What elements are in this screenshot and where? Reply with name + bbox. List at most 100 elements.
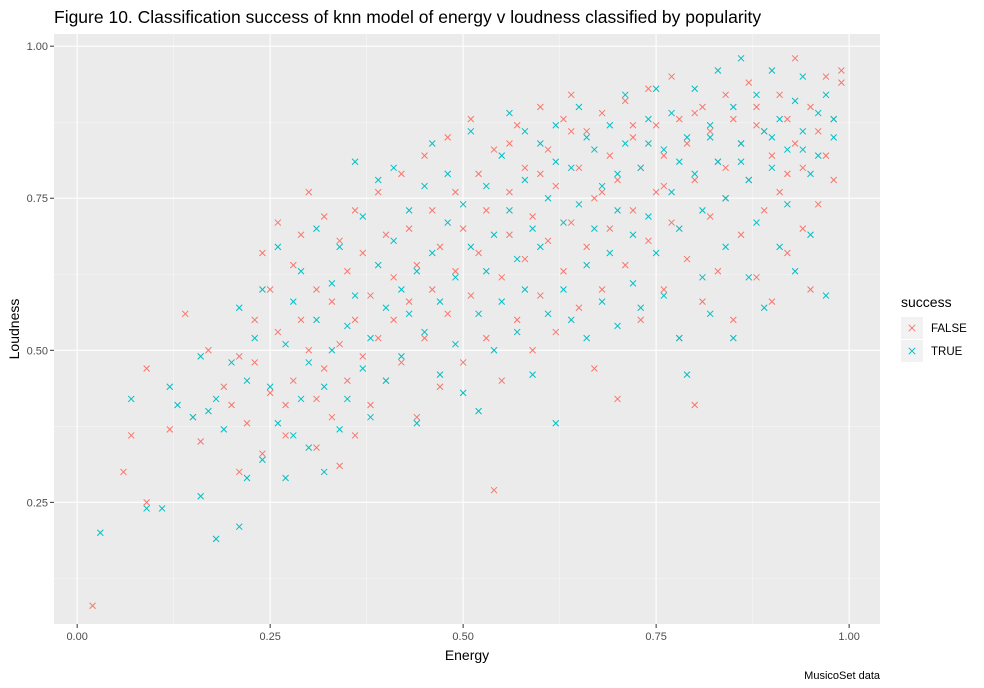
data-point bbox=[729, 115, 737, 123]
data-point bbox=[807, 170, 814, 178]
data-point bbox=[529, 371, 536, 378]
data-point bbox=[428, 140, 436, 147]
data-point bbox=[143, 498, 150, 506]
data-point bbox=[282, 340, 289, 348]
data-point bbox=[506, 109, 513, 117]
data-point bbox=[591, 225, 598, 232]
data-point bbox=[614, 395, 621, 403]
data-point bbox=[251, 359, 259, 366]
data-point bbox=[776, 91, 783, 99]
data-point bbox=[428, 286, 436, 293]
data-point bbox=[459, 359, 467, 366]
data-point bbox=[591, 146, 598, 153]
data-point bbox=[351, 292, 359, 299]
data-point bbox=[536, 103, 544, 111]
data-point bbox=[367, 401, 374, 409]
data-point bbox=[521, 176, 529, 184]
data-point bbox=[830, 134, 838, 141]
data-point bbox=[390, 316, 398, 324]
data-point bbox=[799, 73, 807, 80]
data-point bbox=[745, 176, 753, 184]
data-point bbox=[830, 176, 838, 184]
data-point bbox=[405, 298, 413, 305]
y-tick-label: 0.75 bbox=[27, 193, 48, 205]
data-point bbox=[506, 207, 513, 214]
data-point bbox=[768, 67, 776, 74]
data-point bbox=[212, 535, 220, 543]
plot-panel bbox=[54, 34, 880, 624]
data-point bbox=[266, 286, 274, 293]
data-point bbox=[668, 73, 675, 80]
data-point bbox=[799, 225, 807, 232]
data-point bbox=[567, 127, 575, 135]
data-point bbox=[467, 243, 475, 251]
data-point bbox=[722, 243, 729, 251]
data-point bbox=[482, 334, 490, 342]
data-point bbox=[745, 273, 753, 281]
data-point bbox=[699, 273, 706, 281]
data-point bbox=[822, 152, 830, 160]
data-point bbox=[591, 365, 598, 372]
legend-marker bbox=[908, 347, 916, 355]
data-point bbox=[544, 237, 552, 245]
data-point bbox=[452, 188, 459, 196]
data-point bbox=[235, 304, 243, 312]
data-point bbox=[382, 304, 390, 312]
data-point bbox=[351, 432, 359, 439]
data-point bbox=[289, 377, 297, 385]
data-point bbox=[645, 213, 652, 220]
data-point bbox=[567, 91, 575, 99]
data-point bbox=[552, 419, 560, 427]
data-point bbox=[482, 267, 490, 275]
data-point bbox=[305, 188, 313, 196]
data-point bbox=[706, 213, 714, 220]
data-point bbox=[668, 219, 675, 226]
data-point bbox=[521, 255, 529, 263]
data-point bbox=[614, 207, 621, 214]
data-point bbox=[259, 456, 266, 464]
data-point bbox=[343, 322, 351, 330]
data-point bbox=[575, 103, 583, 111]
data-point bbox=[444, 134, 452, 141]
data-point bbox=[567, 164, 575, 172]
data-point bbox=[645, 140, 652, 147]
data-point bbox=[567, 219, 575, 226]
data-point bbox=[220, 426, 228, 433]
data-point bbox=[313, 316, 320, 324]
data-point bbox=[552, 158, 560, 166]
data-point bbox=[197, 438, 205, 445]
data-point bbox=[413, 413, 421, 421]
data-point bbox=[413, 261, 421, 269]
data-point bbox=[197, 492, 205, 500]
legend-label: FALSE bbox=[931, 323, 967, 335]
data-point bbox=[575, 200, 583, 208]
data-point bbox=[799, 127, 807, 135]
data-point bbox=[691, 170, 699, 178]
data-point bbox=[235, 353, 243, 360]
data-point bbox=[305, 359, 313, 366]
data-point bbox=[637, 316, 645, 324]
data-point bbox=[598, 286, 606, 293]
data-point bbox=[274, 328, 282, 336]
data-point bbox=[529, 213, 536, 220]
data-point bbox=[374, 261, 382, 269]
data-point bbox=[498, 377, 506, 385]
data-point bbox=[760, 207, 768, 214]
data-point bbox=[668, 109, 675, 117]
data-point bbox=[614, 170, 621, 178]
data-point bbox=[536, 140, 544, 147]
data-point bbox=[706, 310, 714, 318]
data-point bbox=[706, 134, 714, 141]
data-point bbox=[675, 225, 683, 232]
data-point bbox=[259, 286, 266, 293]
data-point bbox=[320, 213, 328, 220]
data-point bbox=[814, 200, 822, 208]
data-point bbox=[791, 97, 799, 105]
data-point bbox=[313, 444, 320, 451]
data-point bbox=[799, 164, 807, 172]
data-point bbox=[266, 389, 274, 397]
x-tick-label: 0.75 bbox=[645, 631, 666, 643]
data-point bbox=[722, 194, 729, 202]
data-point bbox=[243, 419, 251, 427]
data-point bbox=[784, 249, 791, 257]
